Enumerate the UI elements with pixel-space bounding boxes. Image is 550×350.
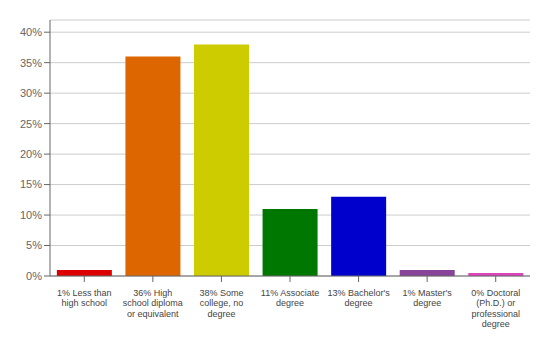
svg-text:25%: 25% — [20, 118, 42, 130]
svg-text:15%: 15% — [20, 178, 42, 190]
svg-text:5%: 5% — [26, 239, 42, 251]
svg-text:35%: 35% — [20, 57, 42, 69]
svg-text:40%: 40% — [20, 26, 42, 38]
svg-text:30%: 30% — [20, 87, 42, 99]
svg-text:0% Doctoral(Ph.D.) orprofessio: 0% Doctoral(Ph.D.) orprofessionaldegree — [471, 288, 520, 329]
svg-text:36% Highschool diplomaor equiv: 36% Highschool diplomaor equivalent — [123, 288, 183, 319]
svg-text:13% Bachelor'sdegree: 13% Bachelor'sdegree — [327, 288, 390, 308]
svg-text:10%: 10% — [20, 209, 42, 221]
svg-text:20%: 20% — [20, 148, 42, 160]
svg-text:11% Associatedegree: 11% Associatedegree — [261, 288, 319, 308]
svg-text:1% Master'sdegree: 1% Master'sdegree — [403, 288, 453, 308]
svg-text:0%: 0% — [26, 270, 42, 282]
svg-text:38% Somecollege, nodegree: 38% Somecollege, nodegree — [199, 288, 243, 319]
svg-text:1% Less thanhigh school: 1% Less thanhigh school — [57, 288, 112, 308]
